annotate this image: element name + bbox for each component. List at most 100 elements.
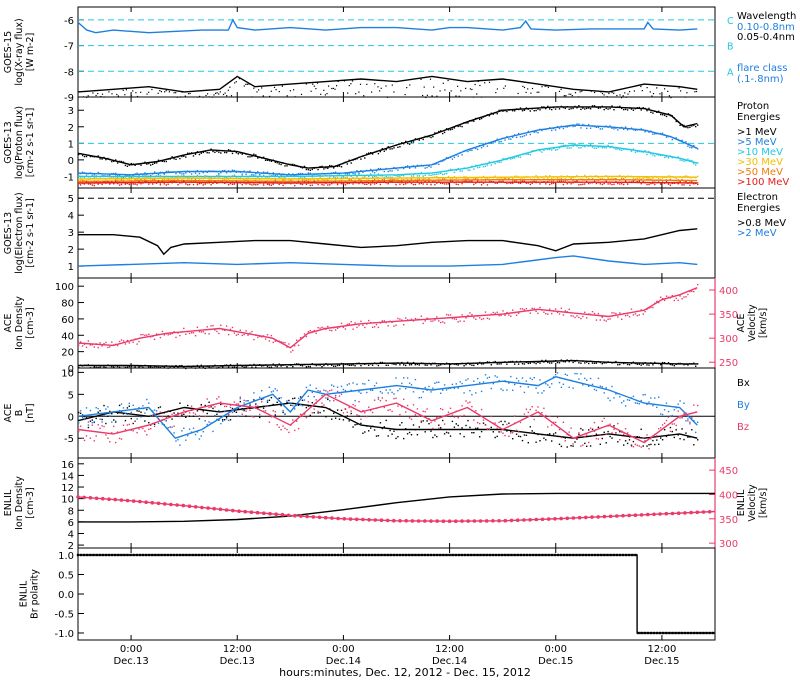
data-dot [607, 144, 609, 147]
data-dot [605, 107, 607, 110]
x-tick-label-time: 12:00 [223, 644, 252, 655]
data-dot [457, 168, 459, 170]
data-dot [151, 88, 153, 91]
data-dot [368, 430, 370, 432]
data-dot [685, 412, 687, 414]
data-dot [321, 178, 323, 181]
data-dot [379, 180, 382, 182]
series-line [77, 255, 698, 267]
data-dot [686, 92, 688, 94]
data-dot [535, 180, 537, 182]
data-dot [630, 175, 633, 177]
data-dot [677, 631, 680, 635]
data-dot [343, 80, 346, 82]
data-dot [426, 553, 430, 557]
data-dot [286, 182, 288, 184]
data-dot [697, 439, 699, 441]
data-dot [531, 430, 533, 432]
y2-label-line: ENLIL [736, 489, 747, 516]
data-dot [371, 171, 374, 173]
data-dot [197, 553, 200, 557]
data-dot [101, 425, 103, 427]
data-dot [465, 317, 467, 319]
data-dot [309, 169, 311, 171]
data-dot [245, 330, 247, 332]
data-dot [697, 162, 699, 164]
data-dot [654, 133, 656, 135]
data-dot [515, 518, 520, 522]
data-dot [593, 125, 596, 128]
data-dot [327, 180, 329, 182]
data-dot [471, 432, 473, 434]
data-dot [192, 180, 195, 183]
data-dot [527, 386, 529, 388]
data-dot [319, 181, 321, 184]
data-dot [607, 178, 609, 180]
data-dot [257, 407, 259, 409]
data-dot [539, 440, 541, 442]
data-dot [406, 361, 409, 364]
data-dot [547, 105, 549, 108]
data-dot [333, 167, 335, 169]
data-dot [677, 362, 679, 365]
data-dot [309, 184, 311, 187]
data-dot [469, 180, 471, 183]
data-dot [546, 517, 551, 521]
data-dot [237, 333, 239, 336]
data-dot [278, 363, 280, 365]
data-dot [344, 177, 347, 179]
data-dot [506, 110, 508, 113]
data-dot [574, 360, 576, 363]
data-dot [356, 423, 358, 426]
data-dot [432, 436, 434, 439]
data-dot [218, 396, 220, 398]
data-dot [471, 394, 473, 396]
data-dot [660, 363, 662, 366]
data-dot [327, 397, 329, 399]
data-dot [447, 183, 450, 185]
data-dot [656, 439, 658, 441]
data-dot [115, 343, 117, 345]
data-dot [282, 409, 284, 412]
data-dot [578, 432, 580, 434]
data-dot [636, 129, 638, 131]
data-dot [449, 156, 452, 159]
data-dot [650, 306, 652, 309]
data-dot [334, 394, 337, 397]
data-dot [198, 153, 201, 156]
data-dot [294, 345, 296, 347]
data-dot [317, 174, 319, 176]
data-dot [138, 174, 140, 176]
data-dot [338, 326, 341, 328]
data-dot [663, 114, 666, 116]
data-dot [368, 406, 370, 408]
data-dot [219, 553, 222, 557]
data-dot [496, 161, 498, 163]
data-dot [257, 183, 259, 186]
data-dot [529, 426, 531, 428]
data-dot [451, 383, 454, 386]
data-dot [611, 432, 613, 434]
data-dot [683, 364, 685, 366]
data-dot [188, 412, 191, 414]
data-dot [656, 153, 658, 155]
data-dot [95, 94, 97, 97]
data-dot [99, 172, 101, 175]
data-dot [549, 175, 551, 177]
data-dot [360, 364, 362, 367]
data-dot [189, 92, 191, 95]
data-dot [471, 405, 473, 408]
data-dot [531, 378, 533, 381]
data-dot [224, 364, 226, 367]
data-dot [91, 174, 93, 176]
data-dot [469, 426, 471, 429]
data-dot [225, 172, 228, 174]
data-dot [506, 389, 508, 391]
data-dot [268, 399, 271, 401]
data-dot [634, 553, 637, 557]
data-dot [634, 129, 637, 132]
data-dot [582, 384, 584, 386]
data-dot [262, 171, 265, 173]
data-dot [477, 166, 479, 169]
data-dot [78, 172, 80, 175]
